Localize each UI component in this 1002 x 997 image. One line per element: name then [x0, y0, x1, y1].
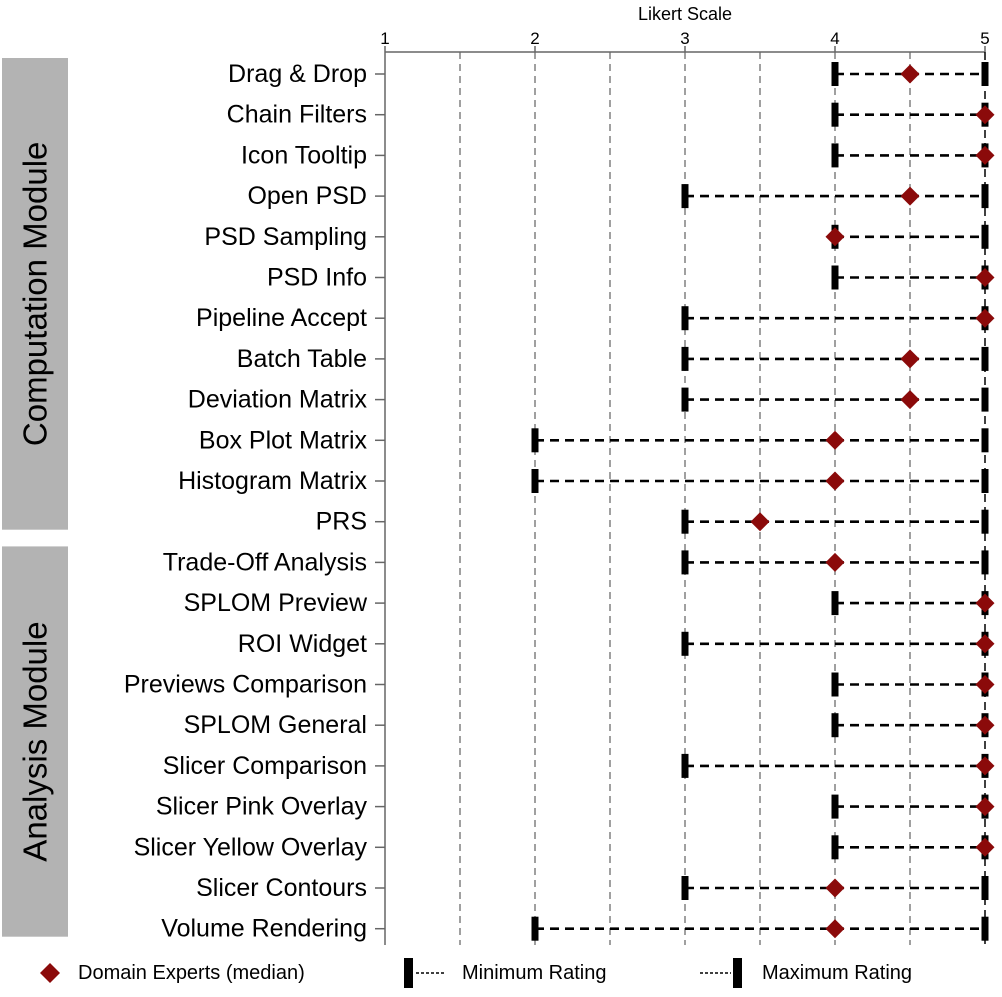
row-label: Trade-Off Analysis: [163, 548, 367, 576]
row-label: PSD Info: [267, 264, 367, 292]
max-marker: [981, 184, 989, 209]
median-marker: [825, 227, 845, 247]
x-axis-title: Likert Scale: [638, 4, 732, 24]
median-marker: [825, 430, 845, 450]
x-tick-label: 1: [380, 29, 389, 48]
legend-max-label: Maximum Rating: [762, 962, 912, 984]
median-marker: [975, 593, 995, 613]
row-label: PRS: [316, 508, 367, 536]
legend-max-icon: [733, 958, 742, 988]
median-marker: [975, 105, 995, 125]
min-marker: [681, 631, 689, 656]
row-label: SPLOM General: [184, 711, 367, 739]
median-marker: [825, 471, 845, 491]
median-marker: [975, 268, 995, 287]
median-marker: [975, 634, 995, 654]
min-marker: [681, 346, 689, 371]
max-marker: [981, 62, 989, 86]
max-marker: [981, 550, 989, 575]
median-marker: [975, 797, 995, 817]
min-marker: [831, 713, 839, 738]
median-marker: [975, 756, 995, 776]
median-marker: [825, 919, 845, 939]
x-tick-label: 4: [830, 29, 839, 48]
row-label: Slicer Yellow Overlay: [134, 833, 368, 861]
min-marker: [531, 916, 539, 941]
legend-median-icon: [40, 963, 60, 983]
row-label: ROI Widget: [238, 630, 367, 658]
row-label: Open PSD: [247, 182, 367, 210]
min-marker: [681, 387, 689, 412]
median-marker: [975, 837, 995, 857]
row-label: Volume Rendering: [161, 915, 367, 943]
min-marker: [681, 550, 689, 575]
group-label: Computation Module: [17, 142, 54, 447]
median-marker: [900, 390, 920, 410]
min-marker: [831, 794, 839, 819]
min-marker: [681, 509, 689, 534]
x-tick-label: 3: [680, 29, 689, 48]
min-marker: [831, 672, 839, 697]
group-bar: [2, 546, 68, 937]
legend-median-label: Domain Experts (median): [78, 962, 305, 984]
max-marker: [981, 509, 989, 534]
row-label: Slicer Comparison: [163, 752, 367, 780]
row-label: Previews Comparison: [124, 671, 367, 699]
max-marker: [981, 224, 989, 249]
median-marker: [900, 64, 920, 84]
row-label: SPLOM Preview: [184, 589, 368, 617]
min-marker: [831, 143, 839, 168]
min-marker: [681, 753, 689, 778]
min-marker: [831, 102, 839, 127]
row-label: Slicer Contours: [196, 874, 367, 902]
min-marker: [531, 428, 539, 453]
x-tick-label: 2: [530, 29, 539, 48]
min-marker: [681, 876, 689, 900]
legend-min-label: Minimum Rating: [462, 962, 606, 984]
max-marker: [981, 428, 989, 453]
row-label: Batch Table: [237, 345, 367, 373]
median-marker: [975, 715, 995, 735]
median-marker: [750, 512, 770, 532]
row-label: Pipeline Accept: [196, 304, 367, 332]
median-marker: [825, 878, 845, 898]
min-marker: [681, 184, 689, 209]
median-marker: [900, 186, 920, 206]
row-label: Histogram Matrix: [178, 467, 367, 495]
median-marker: [825, 552, 845, 572]
min-marker: [681, 306, 689, 331]
max-marker: [981, 876, 989, 900]
min-marker: [831, 835, 839, 860]
min-marker: [831, 62, 839, 86]
max-marker: [981, 346, 989, 371]
row-label: PSD Sampling: [204, 223, 367, 251]
median-marker: [975, 675, 995, 694]
row-label: Drag & Drop: [228, 60, 367, 88]
row-label: Deviation Matrix: [188, 386, 368, 414]
min-marker: [831, 591, 839, 616]
median-marker: [975, 145, 995, 165]
row-label: Icon Tooltip: [241, 141, 367, 169]
max-marker: [981, 916, 989, 941]
row-label: Chain Filters: [227, 101, 367, 129]
legend-min-icon: [404, 958, 413, 988]
max-marker: [981, 469, 989, 493]
min-marker: [531, 469, 539, 493]
min-marker: [831, 265, 839, 290]
median-marker: [900, 349, 920, 369]
max-marker: [981, 387, 989, 412]
x-tick-label: 5: [980, 29, 989, 48]
group-label: Analysis Module: [17, 621, 54, 861]
row-label: Box Plot Matrix: [199, 426, 368, 454]
median-marker: [975, 308, 995, 328]
group-bar: [2, 58, 68, 530]
row-label: Slicer Pink Overlay: [156, 793, 368, 821]
